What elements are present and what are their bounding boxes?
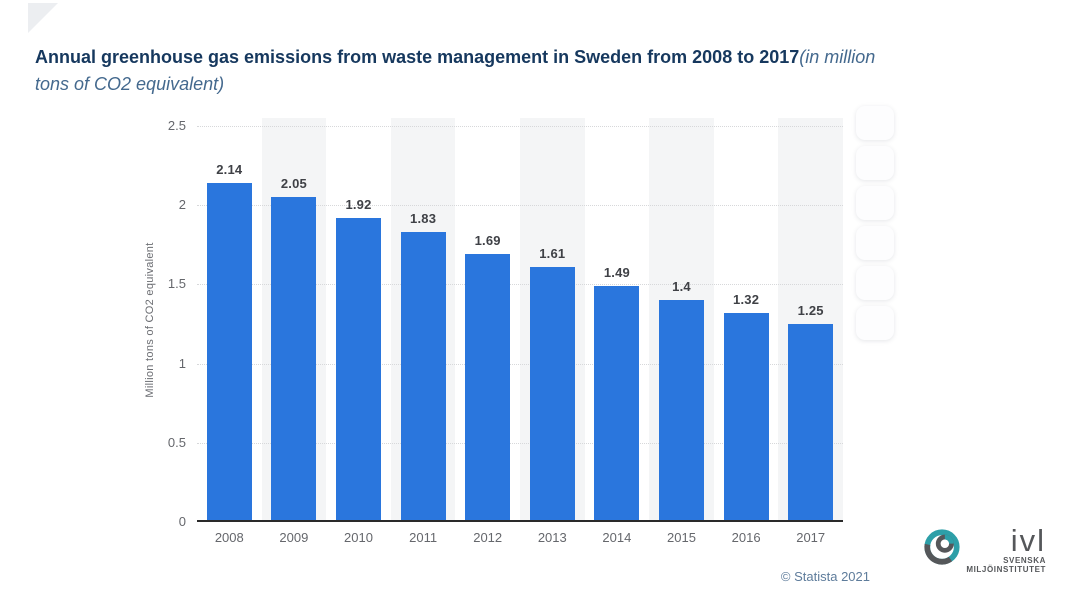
ivl-logo: ivl SVENSKA MILJÖINSTITUTET (923, 523, 1046, 574)
bar-value-label-2011: 1.83 (410, 211, 437, 226)
ivl-logo-line1: SVENSKA (1003, 556, 1046, 565)
bar-value-label-2017: 1.25 (797, 303, 824, 318)
bar-value-label-2012: 1.69 (474, 233, 501, 248)
bar-2014[interactable] (594, 286, 640, 522)
bar-2010[interactable] (336, 218, 381, 522)
x-tick-label-2011: 2011 (409, 530, 438, 545)
bar-2012[interactable] (465, 254, 511, 522)
bar-2009[interactable] (271, 197, 317, 522)
x-tick-label-2012: 2012 (473, 530, 503, 545)
chart-toolbar-button-5[interactable] (856, 266, 894, 300)
gridline-2.5 (197, 126, 843, 127)
gridline-2 (197, 205, 843, 207)
x-tick-label-2016: 2016 (731, 530, 761, 545)
y-tick-label-2: 2 (178, 197, 186, 213)
chart-subtitle-part2: tons of CO2 equivalent) (35, 74, 225, 94)
ivl-logo-line2: MILJÖINSTITUTET (966, 565, 1046, 574)
bar-2015[interactable] (659, 300, 704, 522)
x-tick-label-2013: 2013 (537, 530, 567, 545)
ivl-logo-name: ivl (1010, 523, 1046, 558)
x-tick-label-2017: 2017 (796, 530, 826, 545)
chart-toolbar-button-3[interactable] (856, 186, 894, 220)
y-tick-label-0.5: 0.5 (167, 434, 186, 450)
gridline-1 (197, 363, 843, 365)
y-axis-title: Million tons of CO2 equivalent (144, 242, 156, 398)
bar-2008[interactable] (206, 183, 252, 522)
chart-subtitle-part1: (in million (799, 47, 876, 67)
ivl-logo-text: ivl SVENSKA MILJÖINSTITUTET (966, 523, 1046, 574)
y-tick-label-2.5: 2.5 (167, 118, 186, 133)
chart-title-main: Annual greenhouse gas emissions from was… (35, 47, 800, 67)
x-tick-label-2009: 2009 (279, 530, 309, 545)
chart-toolbar-button-1[interactable] (856, 106, 894, 140)
bar-2017[interactable] (788, 324, 834, 522)
x-tick-label-2015: 2015 (667, 530, 696, 545)
chart-toolbar-button-2[interactable] (856, 146, 894, 180)
x-axis-line (197, 520, 843, 522)
chart-toolbar-button-4[interactable] (856, 226, 894, 260)
bar-value-label-2008: 2.14 (216, 162, 243, 177)
y-tick-label-0: 0 (178, 514, 186, 529)
gridline-1.5 (197, 284, 843, 286)
bar-2013[interactable] (529, 267, 575, 522)
x-tick-label-2014: 2014 (602, 530, 632, 545)
page-corner-fold (28, 3, 58, 33)
bar-2011[interactable] (400, 232, 446, 522)
chart-toolbar-button-6[interactable] (856, 306, 894, 340)
y-tick-label-1.5: 1.5 (167, 276, 186, 292)
x-tick-label-2010: 2010 (344, 530, 373, 545)
bar-value-label-2016: 1.32 (733, 292, 760, 307)
bar-value-label-2013: 1.61 (539, 246, 566, 261)
statista-copyright: © Statista 2021 (780, 569, 870, 584)
chart-title: Annual greenhouse gas emissions from was… (35, 44, 1025, 98)
gridline-0.5 (197, 442, 843, 444)
x-tick-label-2008: 2008 (214, 530, 244, 545)
ivl-swirl-icon (923, 528, 961, 571)
bar-value-label-2014: 1.49 (603, 265, 630, 280)
y-tick-label-1: 1 (178, 355, 186, 371)
bar-value-label-2010: 1.92 (345, 197, 372, 212)
bar-value-label-2009: 2.05 (280, 176, 307, 191)
bar-2016[interactable] (723, 313, 769, 522)
bar-value-label-2015: 1.4 (672, 279, 691, 294)
